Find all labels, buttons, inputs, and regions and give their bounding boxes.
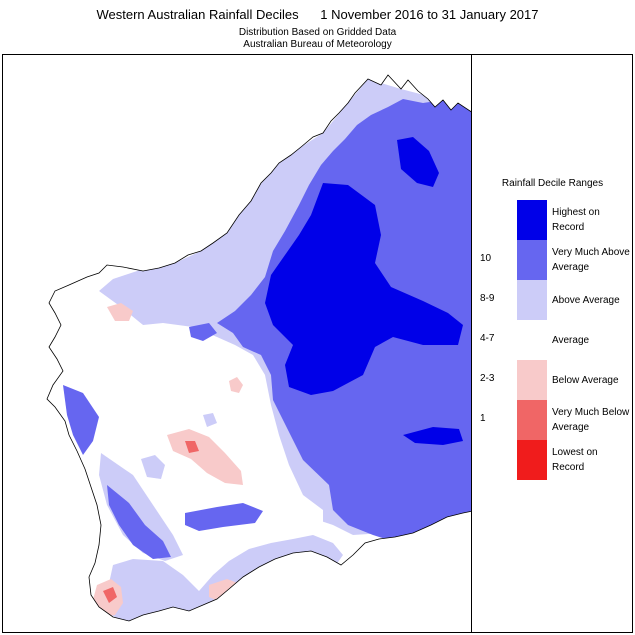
region-above-average-inland <box>141 455 165 479</box>
legend-title: Rainfall Decile Ranges <box>501 178 604 189</box>
rainfall-decile-map <box>46 74 471 622</box>
legend-swatch-very-much-below <box>517 400 547 440</box>
legend-label-above: Above Average <box>552 295 620 306</box>
legend-row-highest: Highest on Record <box>472 200 633 240</box>
legend-label-lowest: Lowest on Record <box>552 447 598 473</box>
legend-row-above: 8-9 Above Average <box>472 280 633 320</box>
legend-label-below: Below Average <box>552 375 619 386</box>
legend-row-very-much-above: 10 Very Much Above Average <box>472 240 633 280</box>
legend-label-average: Average <box>552 335 590 346</box>
region-average-west <box>47 291 323 543</box>
region-highest-on-record <box>265 183 463 395</box>
legend-swatch-average <box>517 320 547 360</box>
legend-code: 1 <box>480 413 486 424</box>
legend-row-very-much-below: 1 Very Much Below Average <box>472 400 633 440</box>
legend-code: 8-9 <box>480 293 495 304</box>
legend-code: 4-7 <box>480 333 495 344</box>
region-very-much-below-average-central <box>185 441 199 453</box>
legend-code: 2-3 <box>480 373 495 384</box>
map-subtitle-source: Australian Bureau of Meteorology <box>243 39 392 50</box>
region-below-average-small <box>229 377 243 393</box>
map-title: Western Australian Rainfall Deciles 1 No… <box>96 7 539 22</box>
legend-row-average: 4-7 Average <box>472 320 633 360</box>
legend-label-very-much-above: Very Much Above Average <box>552 247 630 273</box>
region-highest-on-record-north <box>397 137 439 187</box>
legend-row-below: 2-3 Below Average <box>472 360 633 400</box>
region-very-much-above-average-south <box>185 503 263 531</box>
legend-panel: Rainfall Decile Ranges Highest on Record… <box>472 54 633 633</box>
region-below-average-south <box>265 555 331 591</box>
legend-swatch-lowest <box>517 440 547 480</box>
region-below-average-northwest <box>107 303 133 321</box>
coastline <box>46 74 471 622</box>
region-very-much-above-average-coast <box>63 385 99 455</box>
region-highest-on-record-southeast <box>403 427 463 445</box>
legend-label-very-much-below: Very Much Below Average <box>552 407 630 433</box>
legend-swatch-highest <box>517 200 547 240</box>
legend-code: 10 <box>480 253 492 264</box>
legend-label-highest: Highest on Record <box>552 207 600 233</box>
region-very-much-above-average-northwest <box>189 323 217 341</box>
legend-swatch-above <box>517 280 547 320</box>
region-very-much-above-average-southwest <box>107 485 171 559</box>
legend-row-lowest: Lowest on Record <box>472 440 633 480</box>
decile-regions <box>47 75 471 621</box>
region-above-average-inland-small <box>203 413 217 427</box>
region-above-average-southwest <box>99 453 183 561</box>
map-subtitle-distribution: Distribution Based on Gridded Data <box>238 27 397 38</box>
map-header: Western Australian Rainfall Deciles 1 No… <box>0 0 635 54</box>
legend-swatch-very-much-above <box>517 240 547 280</box>
map-panel <box>2 54 472 633</box>
region-very-much-below-average-tip <box>103 587 117 603</box>
legend-swatch-below <box>517 360 547 400</box>
